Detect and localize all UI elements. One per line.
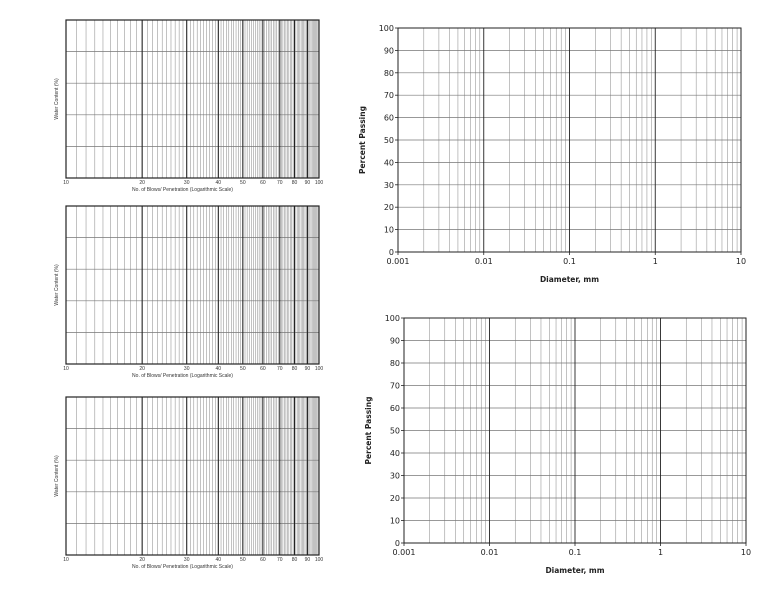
y-tick-label: 70 (384, 91, 394, 100)
x-tick-label: 60 (260, 557, 266, 563)
x-tick-label: 10 (63, 366, 69, 372)
flow-curve-chart-1: 10 20 30 40 50 60 70 80 90 100 No. of Blows/ Penet… (54, 19, 324, 193)
x-axis-label: No. of Blows/ Penetration (Logarithmic S… (132, 187, 233, 193)
y-tick-label: 40 (384, 158, 394, 167)
x-tick-label: 80 (292, 557, 298, 563)
x-tick-label: 1 (653, 257, 658, 266)
x-tick-label: 10 (63, 180, 69, 186)
x-tick-label: 100 (315, 180, 324, 186)
plot-frame (65, 205, 320, 365)
x-tick-label: 0.1 (569, 548, 582, 557)
y-axis-label: Water Content (%) (54, 78, 60, 120)
x-tick-label: 90 (305, 366, 311, 372)
y-tick-label: 0 (395, 539, 400, 548)
y-tick-label: 0 (389, 248, 394, 257)
x-tick-label: 50 (240, 366, 246, 372)
y-axis-label: Percent Passing (364, 397, 373, 465)
x-axis-label: Diameter, mm (545, 566, 604, 575)
x-tick-label: 1 (658, 548, 663, 557)
y-tick-label: 30 (390, 472, 400, 481)
x-tick-label: 90 (305, 180, 311, 186)
x-tick-label: 90 (305, 557, 311, 563)
y-tick-label: 40 (390, 449, 400, 458)
x-tick-label: 10 (736, 257, 746, 266)
x-tick-label: 20 (139, 557, 145, 563)
y-tick-label: 60 (390, 404, 400, 413)
y-tick-label: 100 (379, 24, 394, 33)
y-tick-label: 70 (390, 382, 400, 391)
x-tick-label: 70 (277, 366, 283, 372)
grain-size-chart-1: 0 10 20 30 40 50 60 70 80 90 100 0.001 0.01 0.1 1 10 Dia… (358, 24, 746, 284)
x-tick-label: 20 (139, 180, 145, 186)
x-tick-label: 30 (184, 366, 190, 372)
x-tick-label: 80 (292, 366, 298, 372)
y-axis-label: Percent Passing (358, 106, 367, 174)
x-tick-label: 30 (184, 557, 190, 563)
x-tick-label: 0.01 (481, 548, 499, 557)
x-tick-label: 10 (741, 548, 751, 557)
x-tick-label: 0.01 (475, 257, 493, 266)
flow-curve-chart-3: 10 20 30 40 50 60 70 80 90 100 No. of Blows/ Penet… (54, 396, 324, 570)
plot-frame (65, 396, 320, 556)
x-tick-label: 100 (315, 366, 324, 372)
grain-size-chart-2: 0 10 20 30 40 50 60 70 80 90 100 0.001 0.01 0.1 1 10 Dia… (364, 314, 751, 575)
y-tick-label: 50 (390, 427, 400, 436)
y-tick-label: 10 (390, 517, 400, 526)
y-tick-label: 10 (384, 226, 394, 235)
x-tick-label: 100 (315, 557, 324, 563)
x-tick-label: 70 (277, 180, 283, 186)
y-tick-label: 20 (384, 203, 394, 212)
x-tick-label: 0.001 (393, 548, 416, 557)
y-axis-label: Water Content (%) (54, 264, 60, 306)
x-tick-label: 20 (139, 366, 145, 372)
y-tick-label: 90 (390, 337, 400, 346)
y-tick-label: 30 (384, 181, 394, 190)
y-tick-label: 80 (390, 359, 400, 368)
x-axis-label: Diameter, mm (540, 275, 599, 284)
y-tick-label: 90 (384, 46, 394, 55)
x-tick-label: 60 (260, 366, 266, 372)
x-tick-label: 40 (216, 557, 222, 563)
y-tick-label: 50 (384, 136, 394, 145)
y-tick-label: 20 (390, 494, 400, 503)
x-tick-label: 10 (63, 557, 69, 563)
x-tick-label: 50 (240, 557, 246, 563)
y-tick-label: 80 (384, 69, 394, 78)
plot-frame (65, 19, 320, 179)
y-axis-label: Water Content (%) (54, 455, 60, 497)
x-tick-label: 0.1 (563, 257, 576, 266)
x-tick-label: 0.001 (387, 257, 410, 266)
x-axis-label: No. of Blows/ Penetration (Logarithmic S… (132, 564, 233, 570)
y-tick-label: 100 (385, 314, 400, 323)
flow-curve-chart-2: 10 20 30 40 50 60 70 80 90 100 No. of Blows/ Penet… (54, 205, 324, 379)
x-tick-label: 30 (184, 180, 190, 186)
x-tick-label: 50 (240, 180, 246, 186)
y-tick-label: 60 (384, 114, 394, 123)
x-tick-label: 70 (277, 557, 283, 563)
x-axis-label: No. of Blows/ Penetration (Logarithmic S… (132, 373, 233, 379)
x-tick-label: 60 (260, 180, 266, 186)
x-tick-label: 40 (216, 180, 222, 186)
x-tick-label: 80 (292, 180, 298, 186)
x-tick-label: 40 (216, 366, 222, 372)
